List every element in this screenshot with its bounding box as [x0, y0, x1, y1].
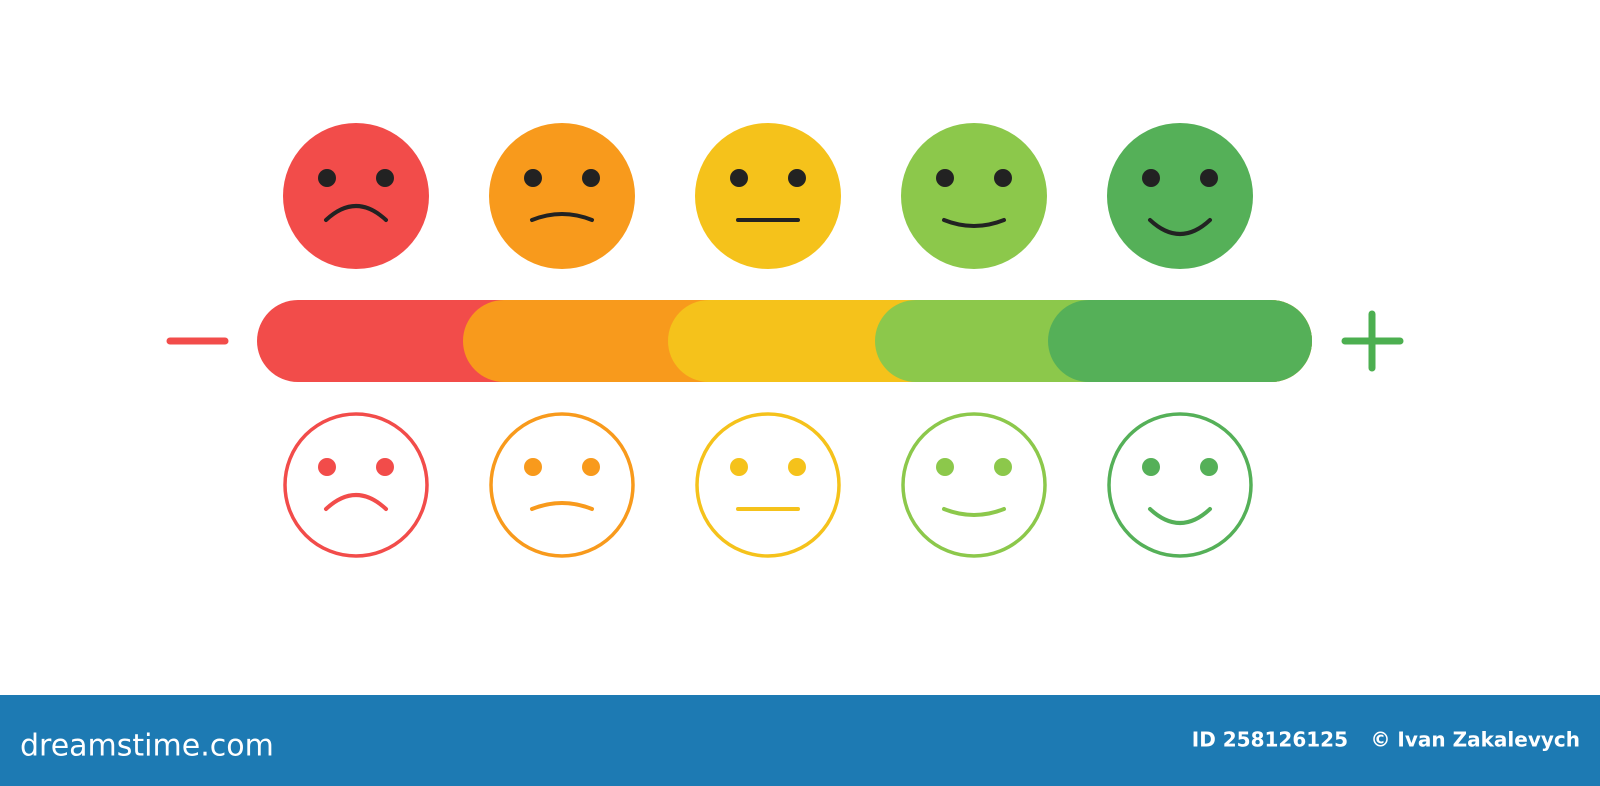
filled-face: [695, 123, 841, 269]
mouth: [942, 218, 1006, 228]
bar-segment: [1048, 300, 1312, 382]
eye: [936, 169, 954, 187]
filled-face: [283, 123, 429, 269]
mouth: [324, 493, 388, 511]
eye: [318, 458, 336, 476]
eye: [994, 169, 1012, 187]
eye: [936, 458, 954, 476]
eye: [376, 458, 394, 476]
mouth: [942, 507, 1006, 517]
plus-sign: [1341, 310, 1404, 372]
eye: [524, 458, 542, 476]
outline-face: [283, 412, 429, 558]
filled-face: [1107, 123, 1253, 269]
mouth: [530, 501, 594, 511]
filled-face: [489, 123, 635, 269]
outline-face: [489, 412, 635, 558]
mouth: [1148, 507, 1212, 525]
eye: [376, 169, 394, 187]
eye: [582, 169, 600, 187]
eye: [730, 458, 748, 476]
faces: [283, 123, 1253, 558]
author: © Ivan Zakalevych: [1370, 728, 1580, 752]
eye: [788, 169, 806, 187]
outline-face: [695, 412, 841, 558]
outline-face: [901, 412, 1047, 558]
mouth: [1148, 218, 1212, 236]
footer-band: [0, 695, 1600, 786]
image-id: ID 258126125: [1192, 728, 1348, 752]
eye: [582, 458, 600, 476]
eye: [994, 458, 1012, 476]
eye: [1200, 169, 1218, 187]
eye: [730, 169, 748, 187]
brand: dreamstime.com: [20, 729, 274, 764]
mouth: [530, 212, 594, 222]
filled-face: [901, 123, 1047, 269]
eye: [1142, 169, 1160, 187]
eye: [1142, 458, 1160, 476]
eye: [788, 458, 806, 476]
gradient-bar: [257, 300, 1312, 382]
eye: [524, 169, 542, 187]
mouth: [324, 204, 388, 222]
eye: [1200, 458, 1218, 476]
eye: [318, 169, 336, 187]
outline-face: [1107, 412, 1253, 558]
